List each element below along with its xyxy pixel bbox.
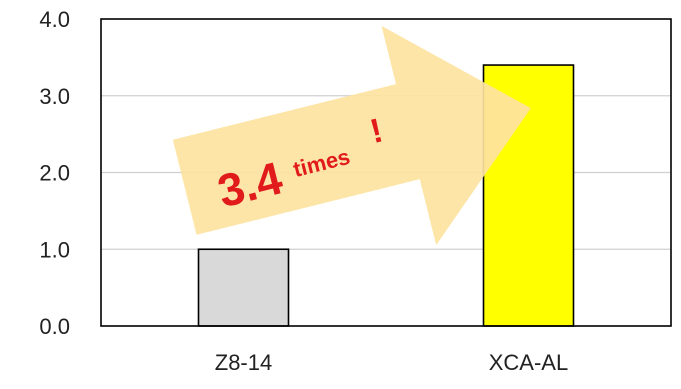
- callout-annotation: 3.4 times !: [172, 25, 531, 246]
- y-tick-label: 1.0: [39, 237, 70, 262]
- y-tick-labels: 0.0 1.0 2.0 3.0 4.0: [39, 7, 70, 339]
- y-tick-label: 0.0: [39, 314, 70, 339]
- bar-z8-14: [197, 248, 290, 327]
- x-tick-label: Z8-14: [215, 350, 272, 375]
- y-tick-label: 2.0: [39, 161, 70, 186]
- axes: [100, 18, 672, 327]
- plot-frame: [100, 18, 672, 327]
- callout-arrow-shape: [172, 25, 531, 246]
- x-tick-labels: Z8-14 XCA-AL: [215, 350, 568, 375]
- y-tick-label: 4.0: [39, 7, 70, 32]
- y-tick-label: 3.0: [39, 84, 70, 109]
- x-tick-label: XCA-AL: [489, 350, 568, 375]
